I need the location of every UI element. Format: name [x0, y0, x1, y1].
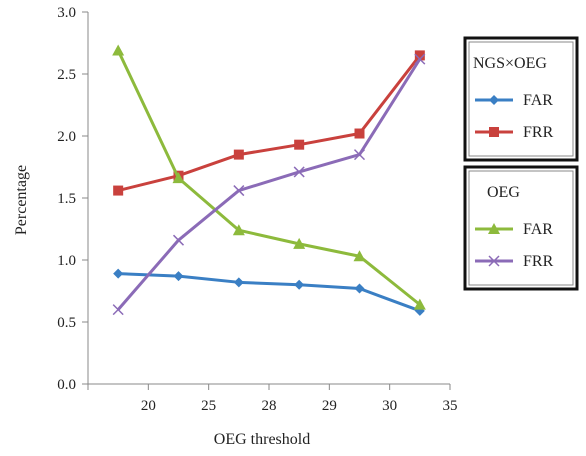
y-axis-title: Percentage	[13, 165, 30, 235]
legend-label: FAR	[523, 92, 553, 109]
data-point	[233, 277, 244, 288]
legend-item: FRR	[475, 253, 554, 270]
data-point	[233, 185, 245, 197]
series-line	[118, 272, 421, 313]
data-point	[233, 149, 244, 160]
legend-label: FRR	[523, 124, 554, 141]
data-point	[172, 172, 185, 184]
data-point	[354, 283, 365, 294]
data-point	[173, 271, 184, 282]
data-point	[294, 279, 305, 290]
x-tick-label: 28	[262, 398, 277, 414]
x-tick-label: 20	[141, 398, 156, 414]
series-oeg-frr	[112, 53, 426, 316]
data-point	[293, 166, 305, 178]
series-layer	[112, 44, 426, 316]
x-tick-label: 29	[322, 398, 337, 414]
legend-item: FAR	[475, 221, 553, 238]
x-tick-label: 30	[382, 398, 397, 414]
data-point	[172, 234, 185, 246]
axes-layer: 0.0 0.5 1.0 1.5 2.0 2.5 3.0 20 25 28 29 30 35	[57, 5, 457, 414]
y-tick-label: 0.0	[57, 377, 76, 393]
legend-inner-frame	[468, 170, 574, 286]
legend-marker	[488, 223, 500, 234]
data-point	[112, 304, 124, 316]
y-tick-label: 3.0	[57, 5, 76, 21]
series-line	[116, 49, 421, 306]
legend-marker	[489, 95, 499, 105]
legend-label: FRR	[523, 253, 554, 270]
data-point	[293, 237, 306, 249]
legend-label: FAR	[523, 221, 553, 238]
x-tick-label: 35	[443, 398, 458, 414]
legend-item: FRR	[475, 124, 554, 141]
legend: NGS×OEG FAR FRR OEG FAR FRR	[463, 36, 579, 291]
series-ngs-oeg-far	[113, 268, 425, 316]
legend-group-ngs-oeg: NGS×OEG FAR FRR	[463, 36, 579, 162]
y-tick-label: 2.5	[57, 67, 76, 83]
data-point	[112, 44, 125, 56]
legend-inner-frame	[468, 41, 574, 157]
x-axis-title: OEG threshold	[214, 431, 310, 448]
data-point	[353, 149, 366, 161]
legend-marker	[488, 255, 500, 267]
y-tick-label: 1.0	[57, 253, 76, 269]
x-tick-label: 25	[201, 398, 216, 414]
legend-title: OEG	[487, 184, 520, 201]
legend-marker	[489, 127, 499, 137]
data-point	[113, 268, 124, 279]
data-point	[414, 50, 425, 61]
data-point	[232, 224, 245, 236]
data-point	[413, 298, 426, 310]
series-line	[117, 54, 422, 193]
data-point	[294, 139, 305, 150]
legend-title: NGS×OEG	[473, 55, 547, 72]
y-tick-label: 0.5	[57, 315, 76, 331]
data-point	[353, 250, 366, 262]
data-point	[113, 185, 124, 196]
y-tick-label: 1.5	[57, 191, 76, 207]
series-line	[117, 58, 422, 311]
legend-group-oeg: OEG FAR FRR	[463, 165, 579, 291]
data-point	[354, 128, 365, 139]
y-tick-label: 2.0	[57, 129, 76, 145]
data-point	[414, 53, 426, 65]
legend-item: FAR	[475, 92, 553, 109]
series-oeg-far	[112, 44, 426, 310]
